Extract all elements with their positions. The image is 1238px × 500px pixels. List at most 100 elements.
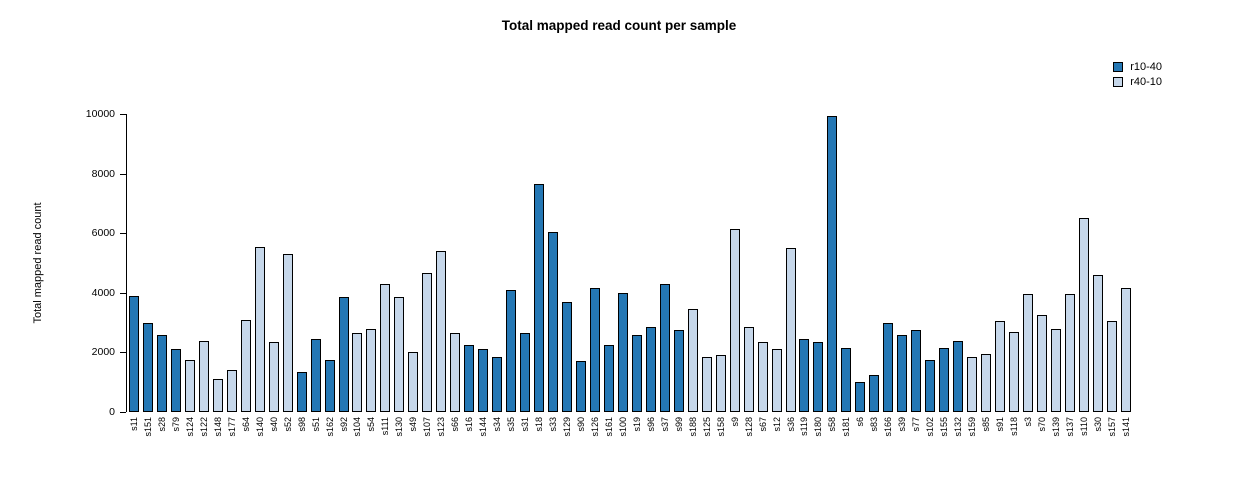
x-tick: s99	[672, 417, 686, 479]
x-tick-label: s35	[506, 417, 517, 432]
bar-s119	[799, 339, 810, 412]
bar-slot	[127, 114, 141, 412]
x-tick: s33	[546, 417, 560, 479]
bar-slot	[1077, 114, 1091, 412]
bar-s18	[534, 184, 545, 412]
bar-slot	[630, 114, 644, 412]
bar-s122	[198, 340, 209, 412]
bar-s99	[673, 330, 684, 412]
x-tick: s129	[560, 417, 574, 479]
x-tick-label: s58	[827, 417, 838, 432]
x-tick-label: s177	[226, 417, 237, 437]
x-tick: s30	[1091, 417, 1105, 479]
bar-slot	[644, 114, 658, 412]
x-tick-label: s33	[548, 417, 559, 432]
y-tick-label: 2000	[91, 346, 115, 359]
x-tick: s28	[155, 417, 169, 479]
bar-s92	[338, 297, 349, 412]
x-tick-label: s141	[1120, 417, 1131, 437]
y-tick-label: 8000	[91, 167, 115, 180]
bar-slot	[323, 114, 337, 412]
bar-slot	[881, 114, 895, 412]
x-tick-label: s107	[422, 417, 433, 437]
x-tick: s90	[574, 417, 588, 479]
bar-slot	[337, 114, 351, 412]
x-tick-label: s132	[953, 417, 964, 437]
x-tick: s123	[434, 417, 448, 479]
x-tick: s85	[979, 417, 993, 479]
bar-s52	[282, 254, 293, 412]
bar-slot	[825, 114, 839, 412]
bar-slot	[784, 114, 798, 412]
bar-slot	[490, 114, 504, 412]
x-tick-label: s161	[603, 417, 614, 437]
x-tick: s91	[993, 417, 1007, 479]
bar-slot	[742, 114, 756, 412]
bar-s118	[1009, 331, 1020, 412]
bar-s123	[436, 251, 447, 412]
bar-slot	[574, 114, 588, 412]
bar-s31	[520, 333, 531, 412]
x-tick: s139	[1049, 417, 1063, 479]
x-tick: s151	[141, 417, 155, 479]
x-tick-label: s188	[687, 417, 698, 437]
y-tick-label: 4000	[91, 286, 115, 299]
legend-swatch-dark	[1113, 62, 1124, 72]
bar-s110	[1078, 218, 1089, 412]
x-tick-label: s99	[673, 417, 684, 432]
legend: r10-40 r40-10	[1113, 61, 1162, 91]
x-tick-label: s18	[534, 417, 545, 432]
x-tick-label: s54	[366, 417, 377, 432]
bar-slot	[686, 114, 700, 412]
x-tick-label: s31	[520, 417, 531, 432]
bar-slot	[839, 114, 853, 412]
bar-slot	[1035, 114, 1049, 412]
bar-s3	[1022, 294, 1033, 412]
bar-slot	[253, 114, 267, 412]
bar-s124	[184, 359, 195, 412]
bar-slot	[1007, 114, 1021, 412]
x-tick-label: s39	[897, 417, 908, 432]
y-tick-label: 6000	[91, 227, 115, 240]
x-tick-label: s148	[212, 417, 223, 437]
bar-slot	[602, 114, 616, 412]
x-tick-label: s162	[324, 417, 335, 437]
bar-s67	[757, 342, 768, 412]
x-tick: s100	[616, 417, 630, 479]
bar-s188	[687, 309, 698, 412]
x-tick: s19	[630, 417, 644, 479]
bar-slot	[155, 114, 169, 412]
x-tick-label: s118	[1009, 417, 1020, 436]
legend-item-r40-10: r40-10	[1113, 76, 1162, 88]
x-tick-label: s91	[995, 417, 1006, 432]
bar-slot	[1091, 114, 1105, 412]
x-tick-label: s102	[925, 417, 936, 437]
legend-item-r10-40: r10-40	[1113, 61, 1162, 73]
bar-slot	[1021, 114, 1035, 412]
bar-slot	[532, 114, 546, 412]
x-tick-label: s9	[729, 417, 740, 427]
y-axis: 0 2000 4000 6000 8000 10000	[86, 108, 127, 418]
bar-s158	[715, 355, 726, 412]
bar-s37	[659, 283, 670, 412]
x-tick-label: s140	[254, 417, 265, 437]
x-tick-label: s49	[408, 417, 419, 432]
x-tick: s12	[770, 417, 784, 479]
bar-slot	[616, 114, 630, 412]
x-tick-label: s144	[478, 417, 489, 437]
y-tick-label: 0	[109, 406, 115, 418]
bar-s77	[911, 330, 922, 412]
x-tick: s125	[700, 417, 714, 479]
x-tick: s110	[1077, 417, 1091, 479]
x-tick: s11	[127, 417, 141, 479]
bar-slot	[770, 114, 784, 412]
bar-slot	[378, 114, 392, 412]
x-tick: s18	[532, 417, 546, 479]
x-tick-label: s11	[128, 417, 139, 431]
x-tick-label: s180	[813, 417, 824, 437]
x-tick: s177	[225, 417, 239, 479]
bar-slot	[364, 114, 378, 412]
x-tick: s128	[742, 417, 756, 479]
x-tick-label: s130	[394, 417, 405, 437]
